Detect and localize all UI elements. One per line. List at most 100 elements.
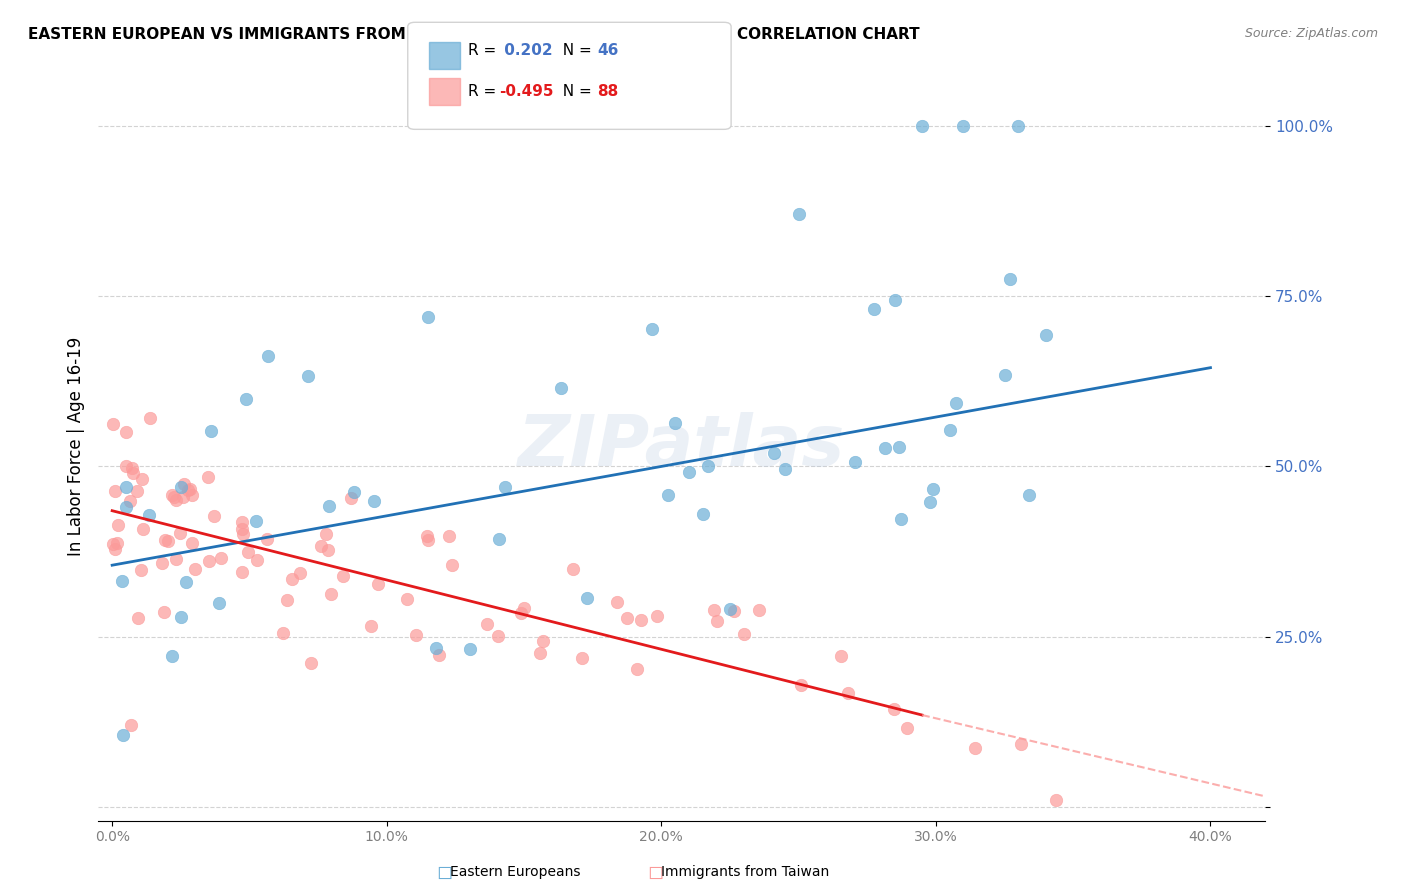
Point xyxy=(486,629,509,643)
Point xyxy=(197,470,219,484)
Point xyxy=(153,533,176,548)
Point xyxy=(733,627,755,641)
Point xyxy=(165,551,187,566)
Point xyxy=(101,537,124,551)
Point xyxy=(129,563,152,577)
Point xyxy=(111,574,134,589)
Point xyxy=(510,606,533,620)
Point xyxy=(360,618,382,632)
Point xyxy=(873,441,896,455)
Text: ZIPatlas: ZIPatlas xyxy=(519,411,845,481)
Point xyxy=(309,539,332,553)
Point xyxy=(863,302,886,317)
Point xyxy=(475,616,498,631)
Text: 0.202: 0.202 xyxy=(499,44,553,58)
Point xyxy=(440,558,463,573)
Point xyxy=(911,119,934,133)
Point xyxy=(246,553,269,567)
Point xyxy=(883,293,905,307)
Point xyxy=(183,562,205,576)
Point xyxy=(173,477,195,491)
Point xyxy=(657,488,679,502)
Point xyxy=(550,381,572,395)
Point xyxy=(343,485,366,500)
Point xyxy=(200,424,222,438)
Point xyxy=(998,272,1021,286)
Point xyxy=(169,525,191,540)
Point xyxy=(131,472,153,486)
Point xyxy=(132,522,155,536)
Point xyxy=(494,480,516,494)
Point xyxy=(696,458,718,473)
Point xyxy=(1007,119,1029,133)
Point xyxy=(111,728,134,742)
Point xyxy=(837,686,859,700)
Point xyxy=(120,718,142,732)
Point xyxy=(773,461,796,475)
Point xyxy=(890,512,912,526)
Text: -0.495: -0.495 xyxy=(499,85,554,99)
Point xyxy=(339,491,361,505)
Point xyxy=(718,602,741,616)
Point xyxy=(367,577,389,591)
Point xyxy=(125,483,148,498)
Point xyxy=(105,535,128,549)
Point xyxy=(321,587,343,601)
Point xyxy=(179,482,201,496)
Point xyxy=(256,349,278,363)
Text: N =: N = xyxy=(553,44,596,58)
Point xyxy=(170,480,193,494)
Point xyxy=(513,600,536,615)
Point xyxy=(170,610,193,624)
Point xyxy=(723,604,745,618)
Point xyxy=(198,554,221,568)
Point xyxy=(160,488,183,502)
Point xyxy=(177,483,200,497)
Point xyxy=(945,396,967,410)
Point xyxy=(202,509,225,524)
Point xyxy=(181,488,204,502)
Point xyxy=(299,656,322,670)
Point xyxy=(529,646,551,660)
Point xyxy=(703,603,725,617)
Point xyxy=(121,460,143,475)
Point xyxy=(896,721,918,735)
Point xyxy=(790,677,813,691)
Point xyxy=(918,495,941,509)
Point xyxy=(245,514,267,528)
Point xyxy=(104,541,127,556)
Point xyxy=(115,459,138,474)
Text: R =: R = xyxy=(468,85,502,99)
Point xyxy=(174,574,197,589)
Point xyxy=(630,614,652,628)
Point xyxy=(641,322,664,336)
Point xyxy=(616,610,638,624)
Point xyxy=(162,648,184,663)
Point xyxy=(120,494,142,508)
Point xyxy=(1309,352,1331,367)
Point xyxy=(606,595,628,609)
Point xyxy=(363,493,385,508)
Point xyxy=(332,569,354,583)
Point xyxy=(425,640,447,655)
Point xyxy=(531,634,554,648)
Point xyxy=(276,593,298,607)
Text: ◻: ◻ xyxy=(647,863,664,882)
Point xyxy=(883,702,905,716)
Text: 88: 88 xyxy=(598,85,619,99)
Point xyxy=(209,551,232,566)
Text: N =: N = xyxy=(553,85,596,99)
Point xyxy=(664,416,686,430)
Point xyxy=(1035,327,1057,342)
Point xyxy=(488,533,510,547)
Point xyxy=(405,628,427,642)
Point xyxy=(437,529,460,543)
Point xyxy=(101,417,124,431)
Point xyxy=(418,533,440,547)
Point xyxy=(576,591,599,605)
Point xyxy=(208,596,231,610)
Point xyxy=(562,562,585,576)
Point xyxy=(787,207,810,221)
Point xyxy=(232,527,254,541)
Point xyxy=(952,119,974,133)
